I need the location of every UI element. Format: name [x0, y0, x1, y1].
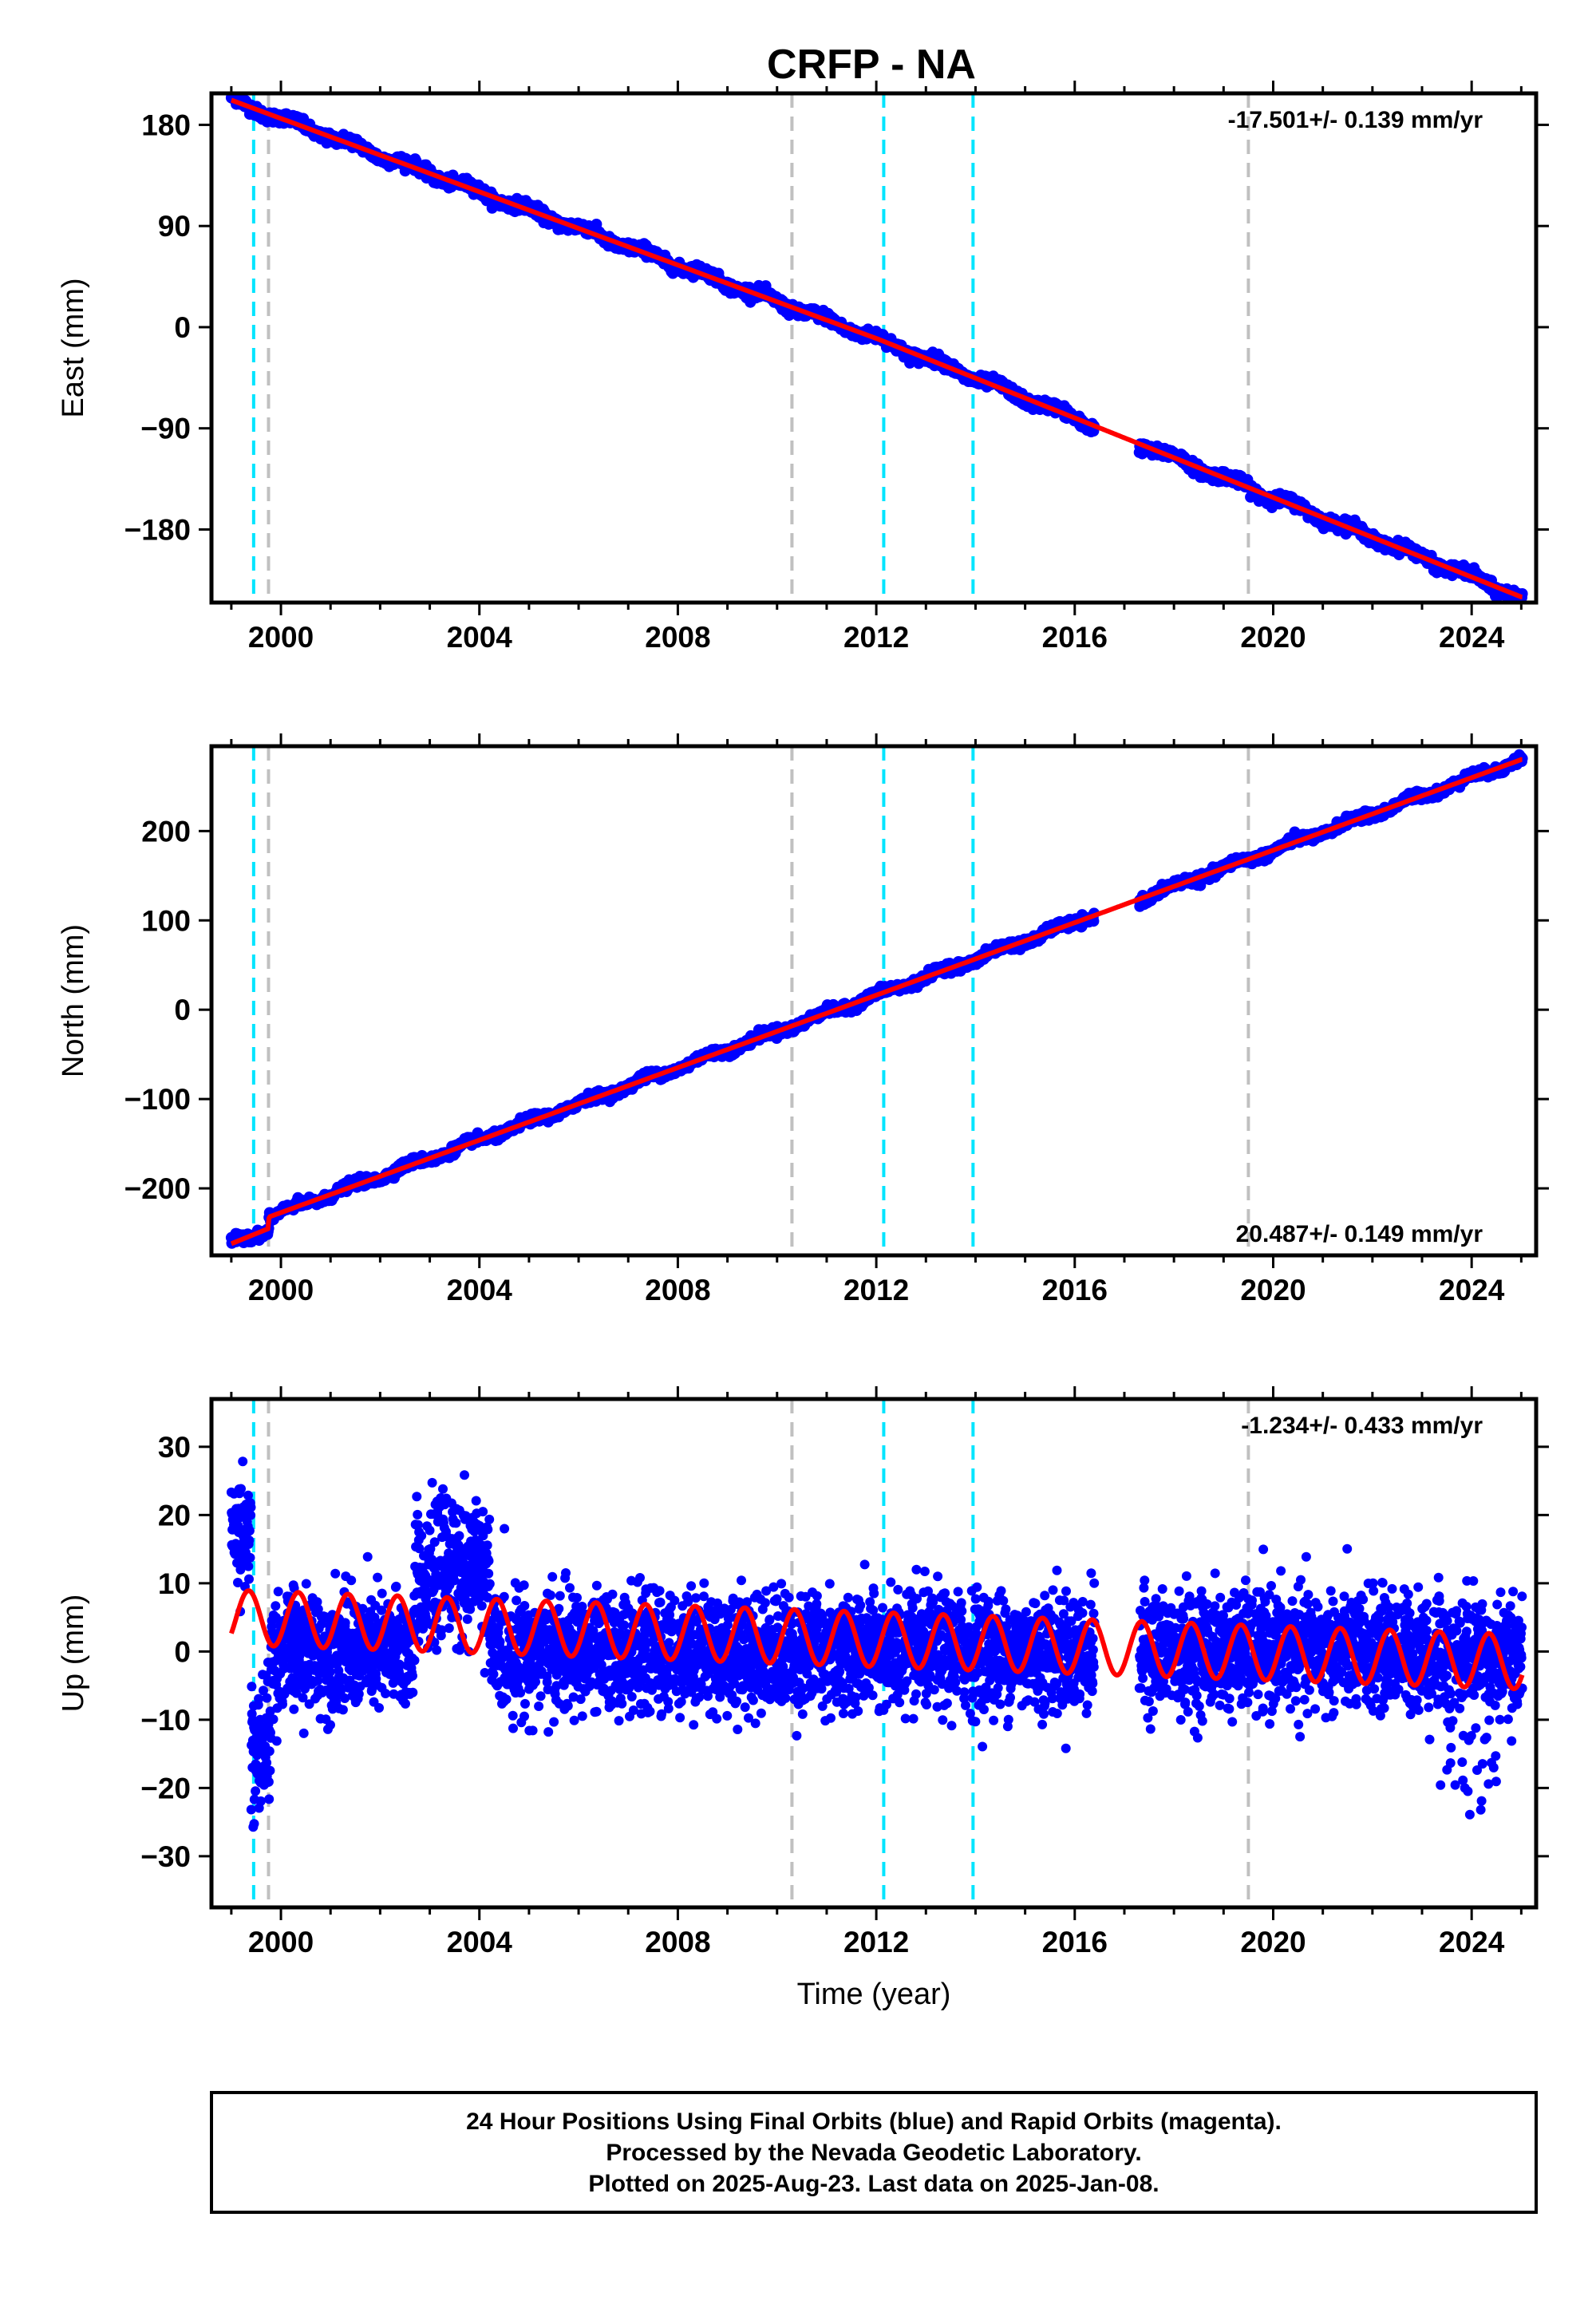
y-tick-label: −180 — [124, 513, 191, 546]
plot-area — [225, 746, 1528, 1255]
model-curve — [231, 97, 1523, 599]
east-panel: 2000 2004 2008 2012 2016 2020 2024 −180 −90 0 90 18… — [57, 81, 1549, 654]
x-tick-label: 2000 — [248, 621, 314, 654]
x-tick-label: 2012 — [843, 621, 909, 654]
north-panel: 2000 2004 2008 2012 2016 2020 2024−200−1000100… — [57, 733, 1549, 1306]
x-tick-label: 2024 — [1439, 621, 1505, 654]
y-tick-label: 90 — [158, 210, 191, 243]
x-tick-label: 2016 — [1042, 621, 1108, 654]
plot-frame — [209, 91, 1539, 605]
plot-area — [225, 93, 1528, 603]
y-tick-label: 0 — [174, 311, 191, 344]
x-tick-label: 2020 — [1240, 621, 1306, 654]
y-tick-label: −90 — [140, 413, 191, 445]
rate-label: -17.501+/- 0.139 mm/yr — [1228, 107, 1483, 133]
x-tick-label: 2008 — [645, 621, 710, 654]
chart-title: CRFP - NA — [767, 41, 976, 88]
y-tick-label: 180 — [141, 109, 191, 141]
y-axis-label: East (mm) — [57, 278, 90, 417]
x-tick-label: 2004 — [447, 621, 513, 654]
